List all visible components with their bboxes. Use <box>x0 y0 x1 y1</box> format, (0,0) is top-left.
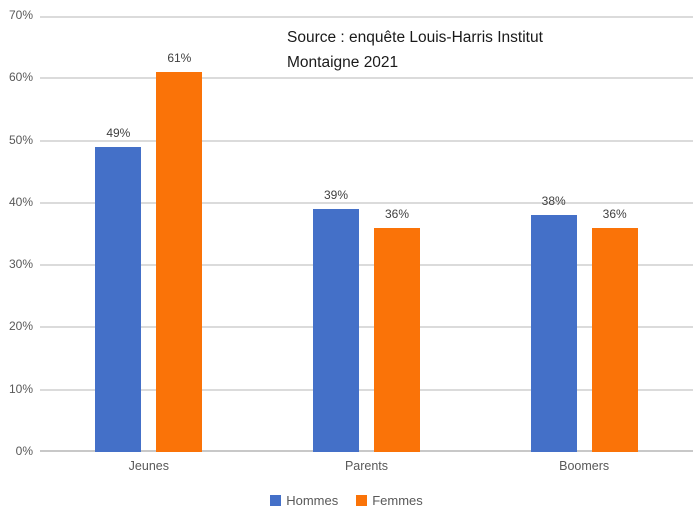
data-label: 36% <box>384 206 409 221</box>
gridline <box>40 77 693 80</box>
gridline <box>40 201 693 204</box>
y-tick-label: 0% <box>15 444 33 458</box>
y-tick-label: 70% <box>8 8 33 22</box>
data-label: 39% <box>323 188 348 203</box>
x-axis: Jeunes Parents Boomers <box>40 459 693 479</box>
legend-item-hommes: Hommes <box>270 493 338 508</box>
bar-femmes-boomers: 36% <box>591 207 638 452</box>
bar-hommes-boomers: 38% <box>530 194 577 452</box>
data-label: 36% <box>602 206 627 221</box>
y-axis: 0% 10% 20% 30% 40% 50% 60% 70% <box>0 8 33 458</box>
y-tick-label: 40% <box>8 194 33 209</box>
y-tick-label: 20% <box>8 319 33 334</box>
gridline <box>40 388 693 391</box>
gridline <box>40 326 693 329</box>
gridline <box>40 139 693 142</box>
source-annotation: Source : enquête Louis-Harris Institut M… <box>287 26 543 76</box>
bar-hommes-parents: 39% <box>312 188 359 452</box>
bar-femmes-jeunes: 61% <box>156 51 203 452</box>
hommes-swatch-icon <box>270 495 282 506</box>
bar-hommes-jeunes: 49% <box>95 126 142 452</box>
y-tick-label: 60% <box>8 70 33 85</box>
category-label-jeunes: Jeunes <box>128 459 169 473</box>
data-label: 61% <box>167 51 192 66</box>
bar-group-boomers: 38% 36% <box>475 16 693 452</box>
category-label-parents: Parents <box>344 459 389 473</box>
y-tick-label: 50% <box>8 132 33 147</box>
bar-group-parents: 39% 36% <box>258 16 476 452</box>
source-annotation-line-2: Montaigne 2021 <box>287 53 399 71</box>
category-label-boomers: Boomers <box>559 459 610 473</box>
legend-label-femmes: Femmes <box>372 493 423 508</box>
plot-area: 49% 61% 39% 36% 38% 36% <box>40 16 693 452</box>
bar-group-jeunes: 49% 61% <box>40 16 258 452</box>
x-axis-line <box>40 450 693 452</box>
femmes-swatch-icon <box>356 495 368 506</box>
legend-item-femmes: Femmes <box>356 493 423 508</box>
data-label: 38% <box>541 194 566 209</box>
y-tick-label: 30% <box>8 257 33 272</box>
bar-femmes-parents: 36% <box>373 207 420 452</box>
legend-label-hommes: Hommes <box>286 493 339 508</box>
gridline <box>40 16 693 18</box>
source-annotation-line-1: Source : enquête Louis-Harris Institut <box>287 29 543 46</box>
gridline <box>40 264 693 267</box>
y-tick-label: 10% <box>8 381 33 396</box>
legend: Hommes Femmes <box>0 493 693 508</box>
data-label: 49% <box>106 125 131 140</box>
